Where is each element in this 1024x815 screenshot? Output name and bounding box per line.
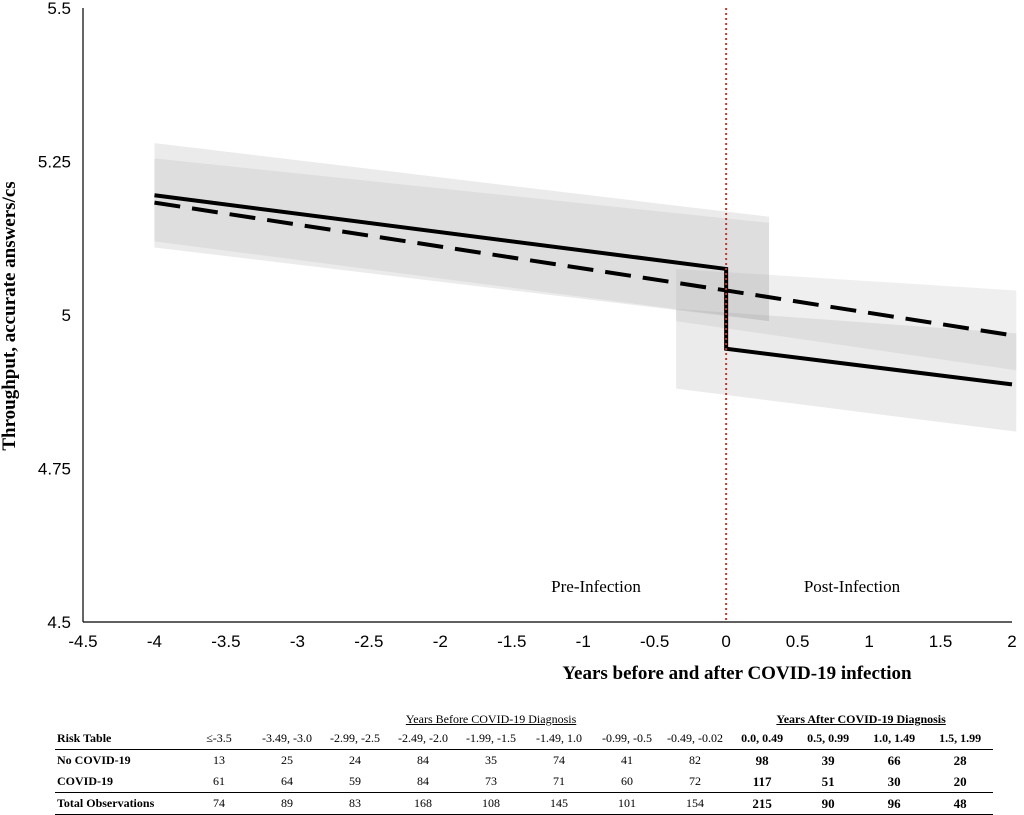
table-cell: 72 xyxy=(689,774,702,788)
table-cell: 98 xyxy=(755,752,769,768)
table-cell: 84 xyxy=(417,753,429,767)
table-cell: 145 xyxy=(525,792,593,815)
x-tick-label: -3.5 xyxy=(211,632,240,651)
interval-header: -1.49, 1.0 xyxy=(525,728,593,750)
table-cell: 60 xyxy=(621,774,633,788)
table-cell: 215 xyxy=(729,792,796,815)
y-tick-label: 4.75 xyxy=(38,460,71,479)
x-tick-label: -2.5 xyxy=(354,632,383,651)
x-tick-label: 2 xyxy=(1007,632,1016,651)
table-cell: 20 xyxy=(953,773,967,789)
table-cell: 108 xyxy=(457,792,525,815)
table-cell: 48 xyxy=(927,792,994,815)
x-tick-label: 0.5 xyxy=(786,632,810,651)
risk-table: Years Before COVID-19 Diagnosis Years Af… xyxy=(55,710,994,815)
x-tick-label: 1.5 xyxy=(929,632,953,651)
interval-header: ≤-3.5 xyxy=(185,728,253,750)
table-cell: 83 xyxy=(321,792,389,815)
y-tick-label: 5 xyxy=(62,306,71,325)
table-cell: 25 xyxy=(281,753,293,767)
table-cell: 64 xyxy=(281,774,293,788)
confidence-band xyxy=(154,143,770,322)
y-tick-labels: 4.5 4.75 5 5.25 5.5 xyxy=(38,0,71,632)
table-cell: 51 xyxy=(821,773,835,789)
x-tick-label: 1 xyxy=(864,632,873,651)
table-cell: 39 xyxy=(821,752,835,768)
table-cell: 41 xyxy=(621,753,633,767)
table-cell: 24 xyxy=(349,753,361,767)
interval-header: -1.99, -1.5 xyxy=(457,728,525,750)
table-cell: 28 xyxy=(953,752,967,768)
interval-header: -2.99, -2.5 xyxy=(321,728,389,750)
table-cell: 168 xyxy=(389,792,457,815)
line-chart: -4.5 -4 -3.5 -3 -2.5 -2 -1.5 -1 -0.5 0 0.5 1 1.5 2 4.… xyxy=(0,0,1017,684)
x-tick-label: 0 xyxy=(721,632,730,651)
x-tick-label: -0.5 xyxy=(640,632,669,651)
x-tick-label: -1 xyxy=(576,632,591,651)
x-tick-label: -2 xyxy=(433,632,448,651)
table-cell: 84 xyxy=(417,774,429,788)
table-row: Total Observations 74 89 83 168 108 145 101 154 2… xyxy=(55,792,994,815)
y-tick-label: 5.5 xyxy=(47,0,71,18)
table-cell: 74 xyxy=(553,753,565,767)
confidence-band xyxy=(676,308,1017,432)
x-tick-label: -3 xyxy=(290,632,305,651)
table-cell: 89 xyxy=(253,792,321,815)
interval-header: -2.49, -2.0 xyxy=(389,728,457,750)
y-axis-title: Throughput, accurate answers/cs xyxy=(0,181,20,450)
table-cell: 96 xyxy=(861,792,928,815)
row-label: COVID-19 xyxy=(57,774,113,788)
risk-table-group-row: Years Before COVID-19 Diagnosis Years Af… xyxy=(55,710,993,728)
interval-header: 1.5, 1.99 xyxy=(927,728,994,750)
x-tick-label: -4.5 xyxy=(68,632,97,651)
confidence-bands xyxy=(154,143,1017,432)
x-tick-labels: -4.5 -4 -3.5 -3 -2.5 -2 -1.5 -1 -0.5 0 0.5 1 1.5 2 xyxy=(68,632,1016,651)
interval-header: 0.5, 0.99 xyxy=(795,728,862,750)
table-cell: 154 xyxy=(661,792,730,815)
x-axis-title: Years before and after COVID-19 infectio… xyxy=(562,663,912,684)
table-cell: 35 xyxy=(485,753,497,767)
post-infection-label: Post-Infection xyxy=(804,577,901,596)
risk-table-label: Risk Table xyxy=(55,728,185,750)
confidence-band xyxy=(154,158,770,322)
interval-header: -0.49, -0.02 xyxy=(661,728,730,750)
table-row: No COVID-19 13 25 24 84 35 74 41 82 98 39 66 28 xyxy=(55,750,993,772)
row-label: Total Observations xyxy=(55,792,185,815)
interval-header: 0.0, 0.49 xyxy=(729,728,796,750)
interval-header: -0.99, -0.5 xyxy=(593,728,661,750)
row-label: No COVID-19 xyxy=(57,753,131,767)
table-cell: 74 xyxy=(185,792,253,815)
table-cell: 59 xyxy=(349,774,361,788)
table-cell: 82 xyxy=(689,753,702,767)
table-cell: 30 xyxy=(887,773,901,789)
risk-table-header-row: Risk Table ≤-3.5 -3.49, -3.0 -2.99, -2.5 -2… xyxy=(55,728,994,750)
y-tick-label: 4.5 xyxy=(47,613,71,632)
table-cell: 61 xyxy=(213,774,225,788)
table-cell: 73 xyxy=(485,774,497,788)
table-cell: 117 xyxy=(752,773,772,789)
axes xyxy=(82,8,1012,623)
pre-infection-label: Pre-Infection xyxy=(551,577,641,596)
years-after-header: Years After COVID-19 Diagnosis xyxy=(776,711,946,726)
interval-header: 1.0, 1.49 xyxy=(861,728,928,750)
table-cell: 101 xyxy=(593,792,661,815)
x-tick-label: -1.5 xyxy=(497,632,526,651)
table-cell: 66 xyxy=(887,752,901,768)
table-row: COVID-19 61 64 59 84 73 71 60 72 117 51 30 20 xyxy=(55,771,993,793)
interval-header: -3.49, -3.0 xyxy=(253,728,321,750)
years-before-header: Years Before COVID-19 Diagnosis xyxy=(405,711,577,726)
table-cell: 90 xyxy=(795,792,862,815)
y-tick-label: 5.25 xyxy=(38,153,71,172)
x-tick-label: -4 xyxy=(147,632,162,651)
table-cell: 71 xyxy=(553,774,565,788)
dashed-series-line xyxy=(154,200,1013,338)
table-cell: 13 xyxy=(213,753,225,767)
